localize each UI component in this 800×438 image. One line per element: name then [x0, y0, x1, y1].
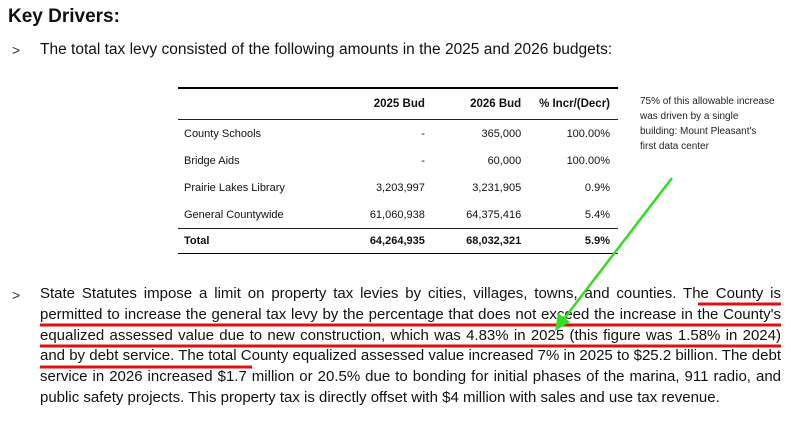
cell-2026: 64,375,416: [466, 208, 522, 221]
cell-2025: 3,203,997: [375, 181, 425, 194]
paragraph-part-2: The total County equalized assessed valu…: [40, 347, 781, 406]
row-label: Prairie Lakes Library: [184, 181, 285, 194]
header-2026: 2026 Bud: [424, 89, 522, 120]
cell-2026: 3,231,905: [472, 181, 522, 194]
bullet-marker: >: [12, 42, 21, 58]
cell-pct: 100.00%: [566, 127, 610, 140]
annotation-note: 75% of this allowable increase was drive…: [640, 96, 775, 152]
paragraph-part-1: State Statutes impose a limit on propert…: [40, 285, 684, 302]
section-heading: Key Drivers:: [8, 6, 120, 27]
header-pct: % Incr/(Decr): [521, 89, 618, 120]
tax-levy-table: 2025 Bud 2026 Bud % Incr/(Decr) County S…: [178, 87, 618, 254]
cell-pct: 0.9%: [584, 181, 610, 194]
total-2026: 68,032,321: [424, 228, 522, 254]
statutes-paragraph: State Statutes impose a limit on propert…: [40, 284, 781, 409]
row-label: County Schools: [184, 127, 262, 140]
cell-2025: 61,060,938: [369, 208, 425, 221]
table-row: County Schools - 365,000 100.00%: [178, 120, 618, 148]
cell-2025: -: [421, 127, 425, 140]
bullet-marker: >: [12, 287, 21, 303]
table-row: Prairie Lakes Library 3,203,997 3,231,90…: [178, 174, 618, 201]
header-label: [178, 89, 339, 120]
table-total-row: Total 64,264,935 68,032,321 5.9%: [178, 228, 618, 254]
cell-2026: 365,000: [481, 127, 522, 140]
header-2025: 2025 Bud: [338, 89, 425, 120]
row-label: Bridge Aids: [184, 154, 240, 167]
cell-pct: 100.00%: [566, 154, 610, 167]
intro-text: The total tax levy consisted of the foll…: [40, 41, 613, 58]
total-2025: 64,264,935: [338, 228, 425, 254]
cell-2025: -: [421, 154, 425, 167]
cell-2026: 60,000: [487, 154, 522, 167]
table-header-row: 2025 Bud 2026 Bud % Incr/(Decr): [178, 89, 618, 120]
total-pct: 5.9%: [521, 228, 618, 254]
table-row: Bridge Aids - 60,000 100.00%: [178, 147, 618, 174]
cell-pct: 5.4%: [584, 208, 610, 221]
table-row: General Countywide 61,060,938 64,375,416…: [178, 201, 618, 229]
total-label: Total: [178, 228, 339, 254]
row-label: General Countywide: [184, 208, 284, 221]
